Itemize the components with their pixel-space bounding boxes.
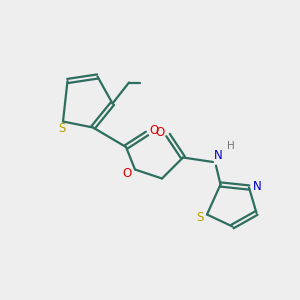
Text: N: N [214, 149, 223, 162]
Text: S: S [58, 122, 65, 135]
Text: O: O [155, 125, 164, 139]
Text: S: S [196, 211, 203, 224]
Text: N: N [253, 180, 262, 194]
Text: O: O [122, 167, 131, 180]
Text: O: O [149, 124, 158, 137]
Text: H: H [227, 141, 235, 152]
